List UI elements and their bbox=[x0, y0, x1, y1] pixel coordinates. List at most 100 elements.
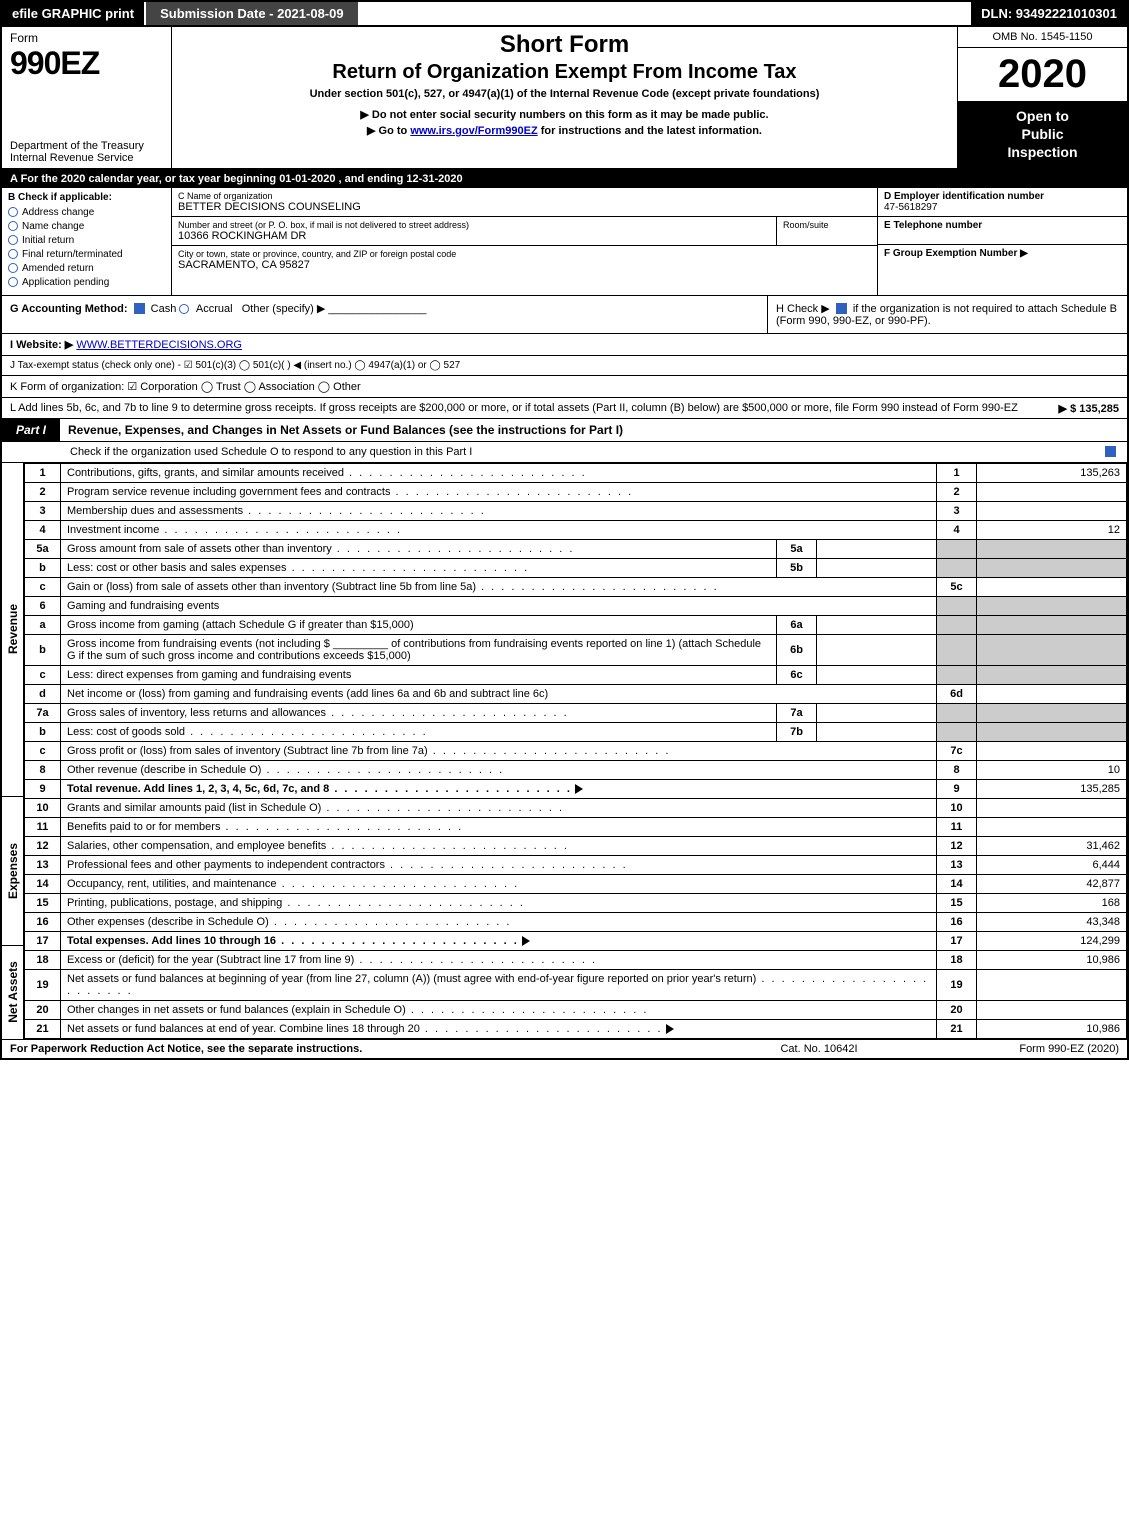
radio-accrual[interactable] bbox=[179, 304, 189, 314]
ln: c bbox=[25, 577, 61, 596]
section-h: H Check ▶ if the organization is not req… bbox=[767, 296, 1127, 333]
ln: 9 bbox=[25, 779, 61, 798]
ln: b bbox=[25, 558, 61, 577]
opt-amended-return[interactable]: Amended return bbox=[8, 263, 165, 274]
ln: 6 bbox=[25, 596, 61, 615]
ld: Salaries, other compensation, and employ… bbox=[61, 836, 937, 855]
rn: 3 bbox=[937, 501, 977, 520]
opt-label: Initial return bbox=[22, 235, 74, 246]
ln: 14 bbox=[25, 874, 61, 893]
rv bbox=[977, 482, 1127, 501]
efile-print-btn[interactable]: efile GRAPHIC print bbox=[2, 2, 144, 25]
sv bbox=[817, 634, 937, 665]
ln: 12 bbox=[25, 836, 61, 855]
line-7c: cGross profit or (loss) from sales of in… bbox=[25, 741, 1127, 760]
rn: 16 bbox=[937, 912, 977, 931]
footer: For Paperwork Reduction Act Notice, see … bbox=[2, 1039, 1127, 1058]
ln: 16 bbox=[25, 912, 61, 931]
ld: Gross amount from sale of assets other t… bbox=[61, 539, 777, 558]
ln: 17 bbox=[25, 931, 61, 950]
rn: 2 bbox=[937, 482, 977, 501]
ld: Professional fees and other payments to … bbox=[61, 855, 937, 874]
line-4: 4Investment income412 bbox=[25, 520, 1127, 539]
arrow-icon bbox=[666, 1024, 674, 1034]
ld: Net income or (loss) from gaming and fun… bbox=[61, 684, 937, 703]
opt-application-pending[interactable]: Application pending bbox=[8, 277, 165, 288]
rn: 4 bbox=[937, 520, 977, 539]
section-i: I Website: ▶ WWW.BETTERDECISIONS.ORG bbox=[2, 334, 1127, 356]
rv: 10 bbox=[977, 760, 1127, 779]
sn: 5b bbox=[777, 558, 817, 577]
ld: Investment income bbox=[61, 520, 937, 539]
instr-post: for instructions and the latest informat… bbox=[538, 125, 762, 137]
shade bbox=[977, 558, 1127, 577]
irs-link[interactable]: www.irs.gov/Form990EZ bbox=[410, 125, 537, 137]
ln: 5a bbox=[25, 539, 61, 558]
street-label: Number and street (or P. O. box, if mail… bbox=[178, 220, 770, 230]
line-6c: cLess: direct expenses from gaming and f… bbox=[25, 665, 1127, 684]
part1-check-row: Check if the organization used Schedule … bbox=[2, 442, 1127, 463]
short-form-title: Short Form bbox=[180, 31, 949, 59]
under-section: Under section 501(c), 527, or 4947(a)(1)… bbox=[180, 88, 949, 100]
side-expenses: Expenses bbox=[6, 843, 20, 899]
website-label: I Website: ▶ bbox=[10, 339, 73, 351]
ln: 2 bbox=[25, 482, 61, 501]
checkbox-h[interactable] bbox=[836, 303, 847, 314]
rv bbox=[977, 501, 1127, 520]
section-k: K Form of organization: ☑ Corporation ◯ … bbox=[2, 376, 1127, 398]
rv: 124,299 bbox=[977, 931, 1127, 950]
checkbox-cash[interactable] bbox=[134, 303, 145, 314]
rn: 8 bbox=[937, 760, 977, 779]
rv: 31,462 bbox=[977, 836, 1127, 855]
opt-address-change[interactable]: Address change bbox=[8, 207, 165, 218]
opt-name-change[interactable]: Name change bbox=[8, 221, 165, 232]
section-f: F Group Exemption Number ▶ bbox=[878, 245, 1127, 295]
header-right: OMB No. 1545-1150 2020 Open to Public In… bbox=[957, 27, 1127, 168]
sv bbox=[817, 665, 937, 684]
opt-final-return[interactable]: Final return/terminated bbox=[8, 249, 165, 260]
shade bbox=[937, 634, 977, 665]
line-6b: bGross income from fundraising events (n… bbox=[25, 634, 1127, 665]
part1-checkbox[interactable] bbox=[1105, 446, 1116, 457]
line-2: 2Program service revenue including gover… bbox=[25, 482, 1127, 501]
line-6: 6Gaming and fundraising events bbox=[25, 596, 1127, 615]
ln: 10 bbox=[25, 798, 61, 817]
rv bbox=[977, 741, 1127, 760]
website-link[interactable]: WWW.BETTERDECISIONS.ORG bbox=[76, 339, 242, 351]
ld: Benefits paid to or for members bbox=[61, 817, 937, 836]
topbar: efile GRAPHIC print Submission Date - 20… bbox=[2, 2, 1127, 27]
line-16: 16Other expenses (describe in Schedule O… bbox=[25, 912, 1127, 931]
part1-check-text: Check if the organization used Schedule … bbox=[10, 446, 1102, 458]
radio-icon bbox=[8, 235, 18, 245]
opt-initial-return[interactable]: Initial return bbox=[8, 235, 165, 246]
ld: Gross income from fundraising events (no… bbox=[61, 634, 777, 665]
ln: 11 bbox=[25, 817, 61, 836]
ld: Occupancy, rent, utilities, and maintena… bbox=[61, 874, 937, 893]
opt-label: Final return/terminated bbox=[22, 249, 123, 260]
side-labels: Revenue Expenses Net Assets bbox=[2, 463, 24, 1039]
rn: 15 bbox=[937, 893, 977, 912]
ld: Gross profit or (loss) from sales of inv… bbox=[61, 741, 937, 760]
ln: b bbox=[25, 722, 61, 741]
sv bbox=[817, 558, 937, 577]
shade bbox=[977, 703, 1127, 722]
ln: 8 bbox=[25, 760, 61, 779]
rn: 11 bbox=[937, 817, 977, 836]
dept-treasury: Department of the Treasury bbox=[10, 140, 163, 152]
line-7a: 7aGross sales of inventory, less returns… bbox=[25, 703, 1127, 722]
sv bbox=[817, 703, 937, 722]
street-row: Number and street (or P. O. box, if mail… bbox=[172, 217, 877, 245]
radio-icon bbox=[8, 277, 18, 287]
omb-number: OMB No. 1545-1150 bbox=[958, 27, 1127, 48]
section-j: J Tax-exempt status (check only one) - ☑… bbox=[2, 356, 1127, 376]
rv bbox=[977, 969, 1127, 1000]
line-1: 1Contributions, gifts, grants, and simil… bbox=[25, 463, 1127, 482]
ln: 19 bbox=[25, 969, 61, 1000]
ld: Other revenue (describe in Schedule O) bbox=[61, 760, 937, 779]
line-5a: 5aGross amount from sale of assets other… bbox=[25, 539, 1127, 558]
ld: Gross sales of inventory, less returns a… bbox=[61, 703, 777, 722]
group-exempt-label: F Group Exemption Number ▶ bbox=[884, 248, 1121, 259]
gh-row: G Accounting Method: Cash Accrual Other … bbox=[2, 296, 1127, 334]
rn: 20 bbox=[937, 1000, 977, 1019]
radio-icon bbox=[8, 207, 18, 217]
